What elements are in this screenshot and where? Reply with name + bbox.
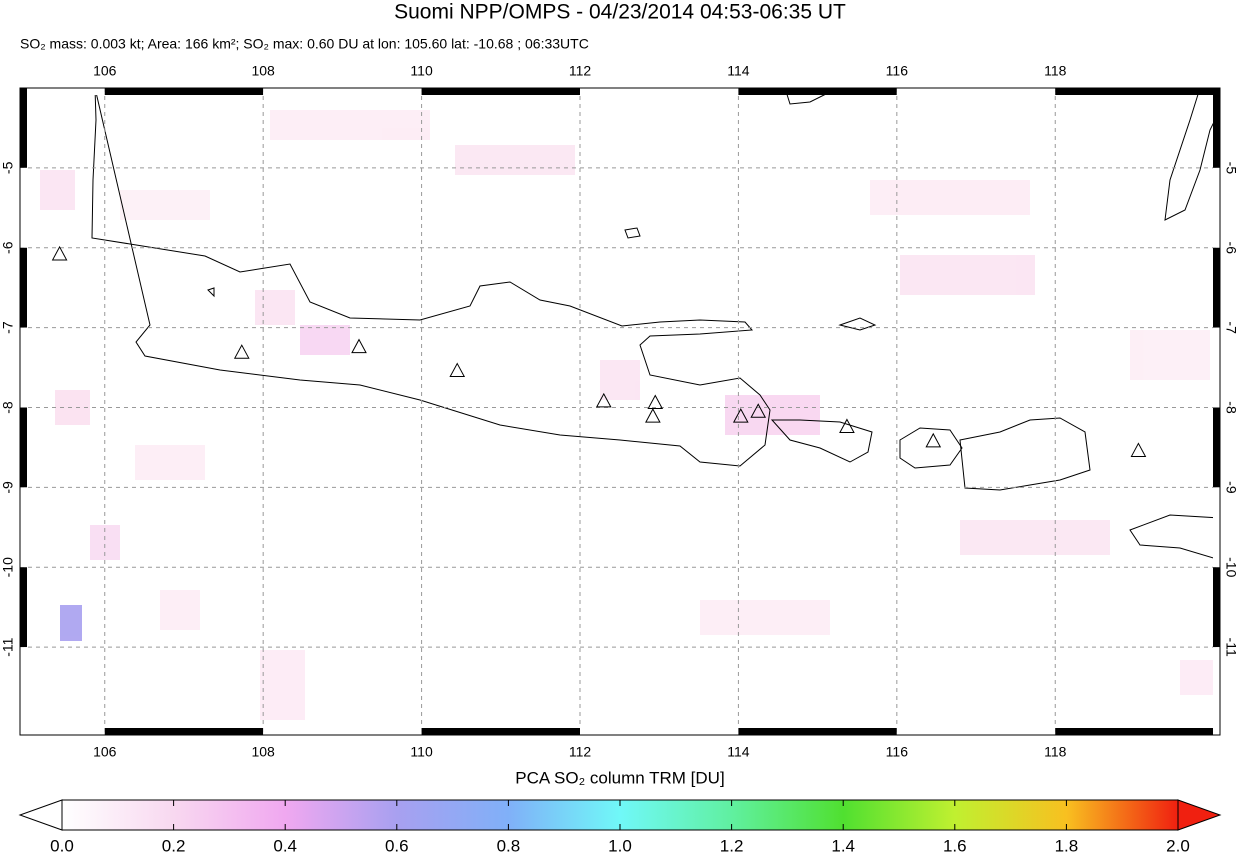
frame-bar — [104, 728, 264, 735]
x-tick-label: 116 — [886, 744, 909, 760]
y-tick-label: -6 — [0, 241, 16, 254]
frame-bar — [1055, 728, 1220, 735]
volcano — [839, 418, 855, 433]
colorbar-label: PCA SO₂ column TRM [DU] — [515, 768, 724, 787]
x-tick-label: 108 — [251, 744, 275, 760]
volcano — [595, 392, 612, 408]
y-tick-label: -9 — [1223, 481, 1239, 494]
frame-bar — [20, 728, 105, 735]
y-tick-label: -6 — [1223, 242, 1239, 255]
y-tick-label: -10 — [1223, 557, 1239, 577]
frame — [19, 87, 1221, 736]
x-tick-label: 112 — [569, 63, 592, 79]
x-tick-label: 118 — [1044, 744, 1067, 760]
colorbar: PCA SO₂ column TRM [DU] 0.0 0.2 0.4 0.6 0.8 1… — [18, 768, 1222, 855]
volcano — [449, 362, 466, 378]
frame-bar — [263, 728, 422, 735]
x-tick-label: 116 — [886, 63, 909, 79]
colorbar-tick-label: 1.0 — [608, 836, 632, 855]
frame-bar — [20, 407, 27, 488]
x-tick-label: 106 — [93, 63, 117, 79]
frame-bar — [896, 728, 1056, 735]
colorbar-tick-label: 1.6 — [943, 836, 967, 855]
y-tick-label: -5 — [1223, 162, 1239, 175]
frame-bar — [738, 728, 897, 735]
y-tick-label: -10 — [0, 557, 16, 577]
colorbar-tick-label: 1.8 — [1055, 836, 1079, 855]
coastlines — [91, 87, 1221, 561]
frame-bar — [1213, 487, 1220, 568]
colorbar-tick-label: 0.8 — [497, 836, 521, 855]
x-tick-label: 110 — [410, 63, 433, 79]
subtitle: SO₂ mass: 0.003 kt; Area: 166 km²; SO₂ m… — [20, 36, 589, 52]
colorbar-tick-label: 2.0 — [1166, 836, 1190, 855]
x-tick-label: 106 — [93, 744, 117, 760]
x-tick-label: 112 — [569, 744, 592, 760]
y-tick-label: -11 — [1223, 638, 1239, 657]
frame-bar — [20, 647, 27, 735]
x-tick-label: 108 — [251, 63, 275, 79]
x-tick-label: 114 — [727, 744, 750, 760]
frame-bar — [20, 487, 27, 568]
frame-bar — [20, 327, 27, 408]
frame-bar — [20, 88, 105, 95]
volcano — [351, 338, 367, 354]
frame-bar — [421, 728, 580, 735]
colorbar-tick-label: 1.2 — [720, 836, 744, 855]
title: Suomi NPP/OMPS - 04/23/2014 04:53-06:35 … — [394, 1, 846, 24]
colorbar-arrow-low — [18, 799, 63, 831]
frame-bar — [580, 728, 739, 735]
colorbar-tick-label: 0.4 — [273, 836, 297, 855]
frame-bar — [738, 88, 897, 95]
frame-bar — [20, 167, 27, 248]
x-tick-label: 114 — [727, 63, 750, 79]
frame-bar — [1213, 167, 1220, 248]
volcano — [645, 408, 661, 423]
frame-bar — [104, 88, 264, 95]
volcano — [51, 245, 68, 261]
frame-bar — [1055, 88, 1220, 95]
colorbar-tick-label: 1.4 — [831, 836, 855, 855]
frame-bar — [580, 88, 739, 95]
map-background — [20, 88, 1220, 735]
map — [19, 87, 1221, 736]
frame-bar — [1213, 647, 1220, 735]
y-tick-label: -7 — [1223, 321, 1239, 334]
colorbar-arrow-high — [1177, 799, 1222, 831]
frame-bar — [263, 88, 422, 95]
y-tick-label: -8 — [1223, 401, 1239, 414]
y-tick-label: -8 — [0, 401, 16, 414]
frame-bar — [896, 88, 1056, 95]
colorbar-tick-label: 0.0 — [50, 836, 74, 855]
y-tick-label: -7 — [0, 321, 16, 334]
y-tick-label: -5 — [0, 161, 16, 174]
frame-bar — [1213, 407, 1220, 488]
volcano — [925, 432, 942, 448]
frame-bar — [1213, 88, 1220, 168]
y-tick-label: -9 — [0, 481, 16, 494]
colorbar-tick-label: 0.2 — [162, 836, 186, 855]
so2-pixels — [40, 110, 1215, 720]
frame-bar — [421, 88, 580, 95]
volcano — [750, 403, 767, 418]
frame-bar — [1213, 247, 1220, 328]
volcano — [1130, 442, 1147, 457]
x-tick-label: 110 — [410, 744, 433, 760]
y-tick-label: -11 — [0, 637, 16, 656]
frame-bar — [1213, 327, 1220, 408]
frame-bar — [20, 567, 27, 648]
volcano — [233, 344, 250, 359]
frame-bar — [20, 88, 27, 168]
frame-bar — [1213, 567, 1220, 648]
volcano — [647, 394, 664, 410]
frame-bar — [20, 247, 27, 328]
x-tick-label: 118 — [1044, 63, 1067, 79]
volcano — [732, 408, 749, 423]
colorbar-tick-label: 0.6 — [385, 836, 409, 855]
